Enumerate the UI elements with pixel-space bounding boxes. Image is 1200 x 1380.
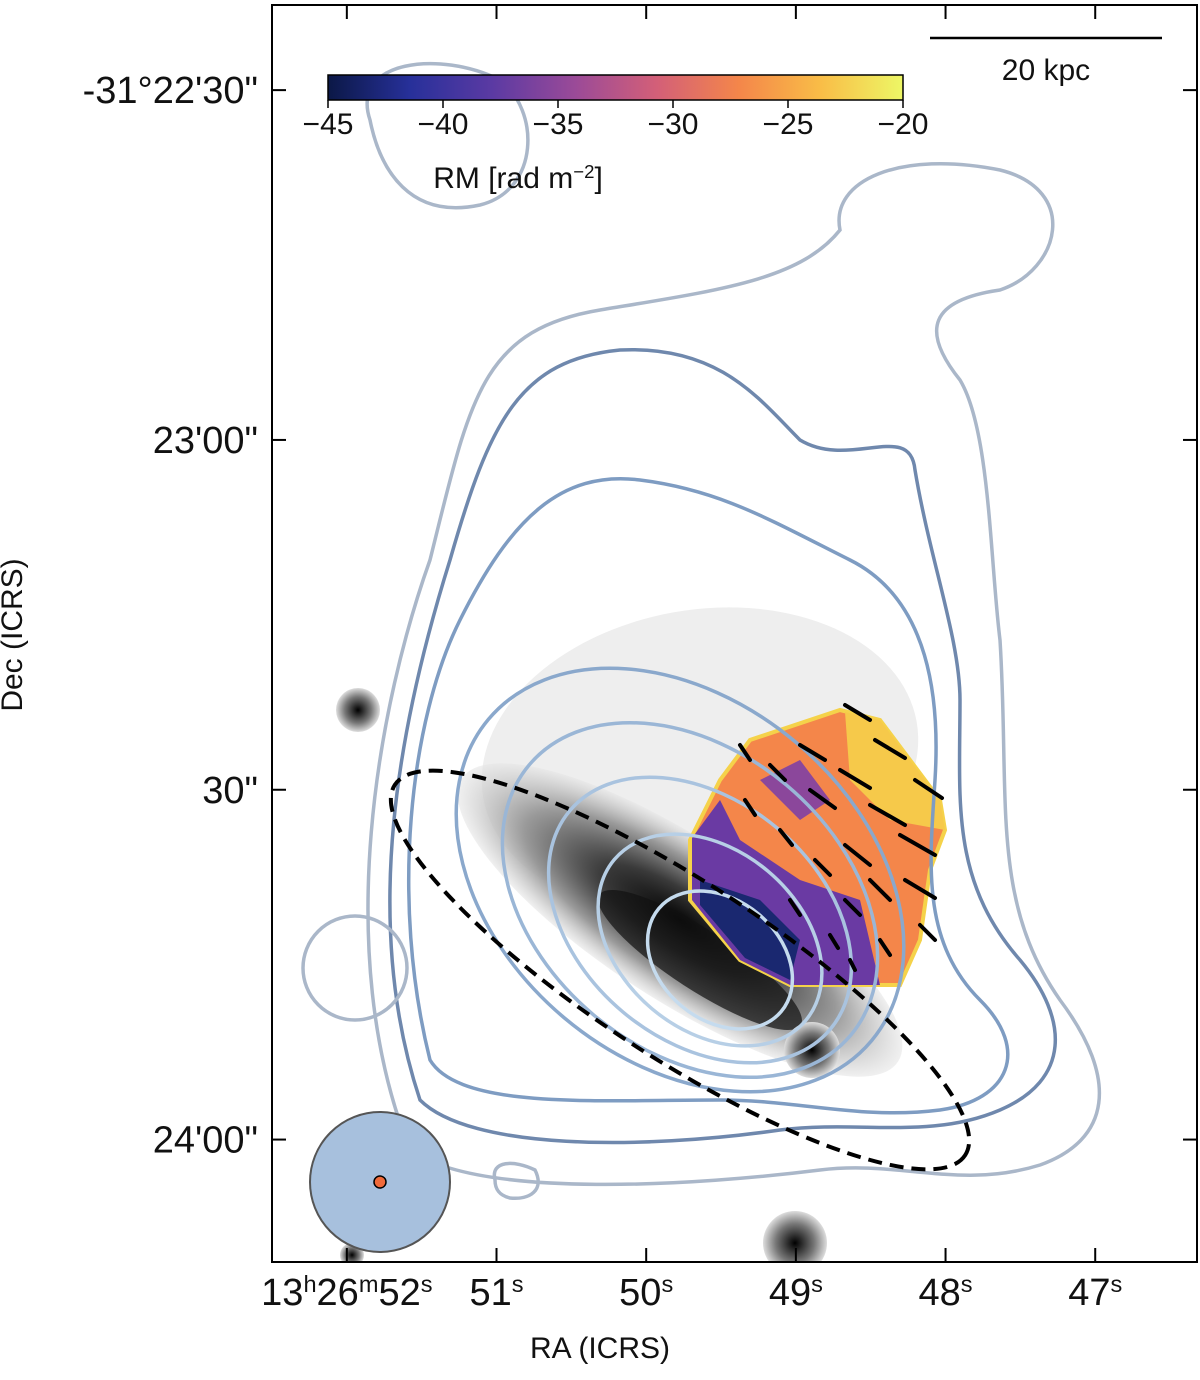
y-tick-label: -31°22'30" <box>83 70 258 112</box>
scale-bar-label: 20 kpc <box>1002 54 1090 87</box>
star <box>336 688 380 732</box>
y-tick-label: 23'00" <box>153 420 258 462</box>
y-tick-label: 24'00" <box>153 1120 258 1162</box>
x-tick-label: 51s <box>469 1271 523 1314</box>
colorbar-tick-label: −20 <box>878 108 929 141</box>
image-layer <box>301 61 1102 1262</box>
contours <box>301 61 1102 1200</box>
star <box>763 1211 827 1262</box>
beam-inner <box>373 1175 387 1189</box>
colorbar-tick-label: −45 <box>303 108 354 141</box>
colorbar <box>327 74 904 101</box>
colorbar-tick-label: −30 <box>648 108 699 141</box>
plot-frame <box>271 4 1198 1263</box>
x-axis-label: RA (ICRS) <box>530 1332 670 1365</box>
polarization-vectors <box>738 703 944 972</box>
x-tick-label: 48s <box>919 1271 973 1314</box>
y-tick-label: 30" <box>202 770 258 812</box>
dashed-outline <box>388 768 972 1172</box>
axes: 13h26m52s 51s 50s 49s 48s 47s -31°22'30" 23'00"… <box>83 5 1197 1314</box>
x-tick-label: 47s <box>1068 1271 1122 1314</box>
colorbar-tick-label: −25 <box>763 108 814 141</box>
colorbar-label: RM [rad m−2] <box>433 161 603 196</box>
x-tick-label: 49s <box>769 1271 823 1314</box>
y-axis-label: Dec (ICRS) <box>0 558 29 711</box>
colorbar-tick-label: −35 <box>533 108 584 141</box>
colorbar-tick-label: −40 <box>418 108 469 141</box>
x-tick-label: 13h26m52s <box>261 1271 432 1314</box>
colorbar-axis: −45 −40 −35 −30 −25 −20 <box>303 100 929 141</box>
x-tick-label: 50s <box>619 1271 673 1314</box>
